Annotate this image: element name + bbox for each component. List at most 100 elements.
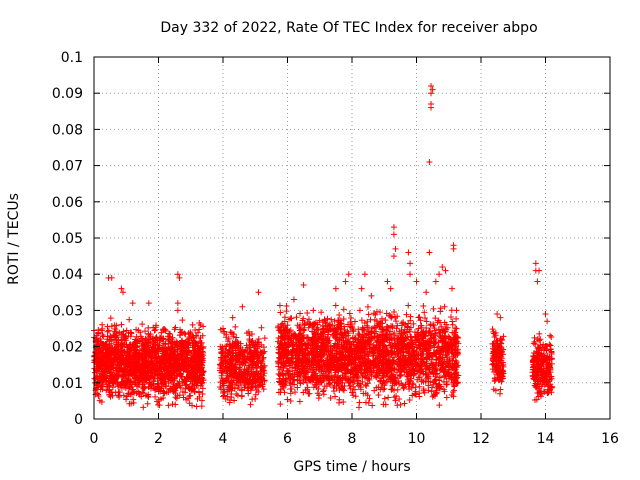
data-point (301, 326, 308, 333)
data-point (247, 401, 254, 408)
data-point (450, 381, 457, 388)
data-point (140, 404, 147, 411)
data-point (333, 354, 340, 361)
data-point (492, 366, 499, 373)
data-point (327, 394, 334, 401)
data-point (277, 389, 284, 396)
data-point (331, 383, 338, 390)
data-point (119, 372, 126, 379)
data-point (130, 378, 137, 385)
data-point (99, 332, 106, 339)
data-point (360, 334, 367, 341)
data-point (386, 359, 393, 366)
data-point (279, 381, 286, 388)
data-point (118, 331, 125, 338)
data-point (107, 315, 114, 322)
data-point (238, 392, 245, 399)
data-point (383, 335, 390, 342)
data-point (98, 399, 105, 406)
data-point (446, 343, 453, 350)
data-point (107, 389, 114, 396)
data-point (282, 360, 289, 367)
data-point (294, 373, 301, 380)
data-point (445, 338, 452, 345)
data-point (159, 356, 166, 363)
data-point (134, 355, 141, 362)
data-point (131, 389, 138, 396)
data-point (105, 347, 112, 354)
data-point (375, 384, 382, 391)
data-point (405, 350, 412, 357)
data-point (368, 334, 375, 341)
data-point (146, 348, 153, 355)
data-point (362, 372, 369, 379)
data-point (397, 401, 404, 408)
data-point (434, 319, 441, 326)
data-point (221, 328, 228, 335)
data-point (497, 369, 504, 376)
data-point (289, 340, 296, 347)
data-point (122, 381, 129, 388)
data-point (144, 400, 151, 407)
data-point (276, 302, 283, 309)
data-point (196, 356, 203, 363)
data-point (495, 354, 502, 361)
data-point (301, 354, 308, 361)
data-point (417, 317, 424, 324)
data-point (348, 347, 355, 354)
data-point (325, 328, 332, 335)
data-point (302, 341, 309, 348)
data-point (114, 358, 121, 365)
data-point (258, 324, 265, 331)
data-point (393, 392, 400, 399)
data-point (287, 315, 294, 322)
data-point (338, 335, 345, 342)
data-point (310, 341, 317, 348)
data-point (144, 365, 151, 372)
data-point (95, 360, 102, 367)
data-point (368, 372, 375, 379)
data-point (396, 328, 403, 335)
data-point (373, 361, 380, 368)
data-point (389, 342, 396, 349)
data-point (130, 396, 137, 403)
data-point (117, 351, 124, 358)
data-point (233, 366, 240, 373)
data-point (255, 335, 262, 342)
data-point (244, 353, 251, 360)
data-point (138, 372, 145, 379)
data-point (444, 354, 451, 361)
data-point (126, 345, 133, 352)
data-point (373, 328, 380, 335)
data-point (451, 329, 458, 336)
data-point (165, 337, 172, 344)
data-point (224, 358, 231, 365)
data-point (297, 322, 304, 329)
data-point (384, 362, 391, 369)
data-point (439, 346, 446, 353)
data-point (381, 385, 388, 392)
data-point (419, 359, 426, 366)
data-point (171, 351, 178, 358)
data-point (314, 351, 321, 358)
data-point (302, 371, 309, 378)
data-point (396, 395, 403, 402)
data-point (490, 352, 497, 359)
data-point (333, 362, 340, 369)
data-point (325, 337, 332, 344)
data-point (160, 326, 167, 333)
data-point (94, 353, 101, 360)
data-point (423, 347, 430, 354)
data-point (343, 332, 350, 339)
data-point (298, 348, 305, 355)
data-point (249, 361, 256, 368)
data-point (394, 313, 401, 320)
data-point (431, 339, 438, 346)
data-point (298, 332, 305, 339)
data-point (427, 352, 434, 359)
data-point (284, 368, 291, 375)
data-point (226, 346, 233, 353)
data-point (187, 331, 194, 338)
data-point (330, 332, 337, 339)
data-point (275, 323, 282, 330)
